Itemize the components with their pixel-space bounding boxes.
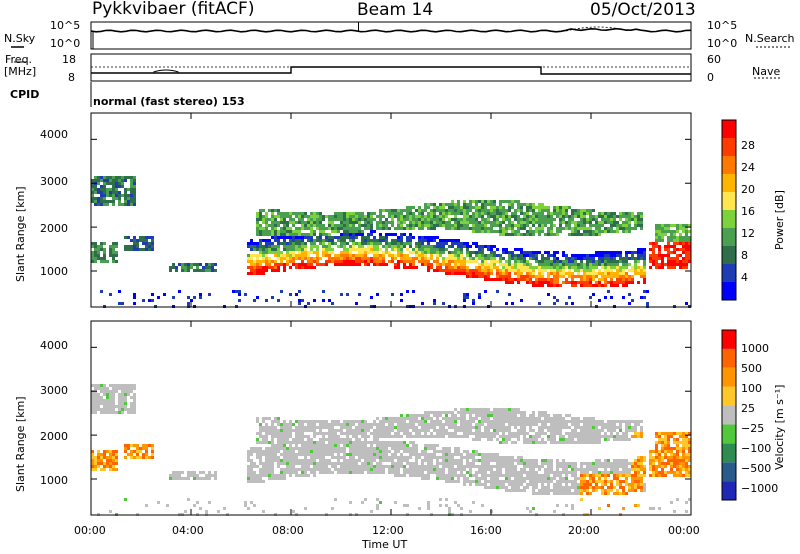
nave-label: Nave xyxy=(752,65,781,78)
vel-ytick-2000: 2000 xyxy=(40,430,68,443)
nsearch-label: N.Search xyxy=(745,32,795,45)
velocity-colorbar xyxy=(721,329,737,501)
power-ytick-1000: 1000 xyxy=(40,265,68,278)
freq-line xyxy=(91,66,691,75)
velocity-cells xyxy=(91,384,691,516)
nsearch-tick-top: 10^5 xyxy=(707,19,738,32)
xtick-0800: 08:00 xyxy=(272,524,304,537)
velocity-colorbar-swatch xyxy=(722,481,736,500)
nsky-label: N.Sky xyxy=(4,32,36,45)
vel-cb-tick-m1000: −1000 xyxy=(741,482,779,495)
beam-label: Beam 14 xyxy=(357,0,434,20)
vel-cb-tick-25: 25 xyxy=(741,402,755,415)
power-colorbar-swatch xyxy=(722,174,736,192)
vel-cb-tick-m100: −100 xyxy=(741,442,772,455)
vel-cb-tick-100: 100 xyxy=(741,382,762,395)
power-colorbar-frame xyxy=(721,119,737,301)
xtick-2400: 00:00 xyxy=(668,524,700,537)
vel-ylabel: Slant Range [km] xyxy=(14,396,27,492)
freq-unit: [MHz] xyxy=(4,65,37,78)
vel-cb-tick-m25: −25 xyxy=(741,422,765,435)
power-colorbar xyxy=(721,119,737,301)
nsky-tick-top: 10^5 xyxy=(50,19,81,32)
velocity-colorbar-frame xyxy=(721,329,737,501)
power-colorbar-swatch xyxy=(722,228,736,246)
freq-tick-top: 18 xyxy=(62,53,76,66)
power-colorbar-swatch xyxy=(722,138,736,156)
power-heatmap-panel xyxy=(90,112,692,308)
cpid-value: normal (fast stereo) 153 xyxy=(93,95,245,108)
power-ytick-4000: 4000 xyxy=(40,128,68,141)
power-cb-tick-28: 28 xyxy=(741,139,755,152)
power-cells xyxy=(91,176,691,308)
top-panels xyxy=(11,21,790,107)
velocity-colorbar-swatch xyxy=(722,405,736,425)
freq-label: Freq. xyxy=(5,53,33,66)
velocity-colorbar-swatch xyxy=(722,330,736,349)
freq-tick-bottom: 8 xyxy=(68,71,75,84)
xaxis-label: Time UT xyxy=(362,538,408,551)
velocity-heatmap-panel xyxy=(90,320,692,516)
velocity-colorbar-swatch xyxy=(722,462,736,482)
freq-wiggle xyxy=(153,69,179,73)
power-colorbar-swatch xyxy=(722,282,736,300)
nsky-panel-frame xyxy=(90,21,692,50)
power-colorbar-swatch xyxy=(722,210,736,228)
velocity-colorbar-swatch xyxy=(722,443,736,463)
nsearch-line xyxy=(565,26,629,32)
power-ytick-2000: 2000 xyxy=(40,222,68,235)
nsearch-tick-bottom: 10^0 xyxy=(707,37,738,50)
power-ylabel: Slant Range [km] xyxy=(14,186,27,282)
velocity-colorbar-swatch xyxy=(722,348,736,368)
velocity-colorbar-swatch xyxy=(722,386,736,406)
vel-cb-label: Velocity [m s⁻¹] xyxy=(773,384,786,470)
power-colorbar-swatch xyxy=(722,246,736,264)
power-cb-tick-4: 4 xyxy=(741,271,748,284)
power-cb-tick-24: 24 xyxy=(741,161,755,174)
velocity-colorbar-swatch xyxy=(722,367,736,387)
cpid-label: CPID xyxy=(10,88,40,101)
station-title: Pykkvibaer (fitACF) xyxy=(92,0,255,19)
vel-ytick-1000: 1000 xyxy=(40,474,68,487)
power-cb-tick-12: 12 xyxy=(741,227,755,240)
xtick-2000: 20:00 xyxy=(568,524,600,537)
date-label: 05/Oct/2013 xyxy=(590,0,696,20)
power-cb-tick-20: 20 xyxy=(741,183,755,196)
vel-ytick-3000: 3000 xyxy=(40,384,68,397)
vel-cb-tick-m500: −500 xyxy=(741,462,772,475)
velocity-colorbar-swatch xyxy=(722,424,736,444)
nsky-tick-bottom: 10^0 xyxy=(50,37,81,50)
power-cb-tick-16: 16 xyxy=(741,205,755,218)
vel-cb-tick-500: 500 xyxy=(741,362,762,375)
vel-cb-tick-1000: 1000 xyxy=(741,342,769,355)
xtick-1600: 16:00 xyxy=(470,524,502,537)
xtick-0000: 00:00 xyxy=(74,524,106,537)
nave-tick-bottom: 0 xyxy=(707,71,714,84)
power-colorbar-swatch xyxy=(722,264,736,282)
nsky-line xyxy=(90,27,692,33)
xtick-1200: 12:00 xyxy=(372,524,404,537)
power-colorbar-swatch xyxy=(722,192,736,210)
power-ytick-3000: 3000 xyxy=(40,175,68,188)
vel-ytick-4000: 4000 xyxy=(40,339,68,352)
power-colorbar-swatch xyxy=(722,120,736,138)
power-cb-label: Power [dB] xyxy=(773,190,786,250)
power-colorbar-swatch xyxy=(722,156,736,174)
xtick-0400: 04:00 xyxy=(172,524,204,537)
power-cb-tick-8: 8 xyxy=(741,249,748,262)
freq-panel-frame xyxy=(90,53,692,82)
nave-tick-top: 60 xyxy=(707,53,721,66)
